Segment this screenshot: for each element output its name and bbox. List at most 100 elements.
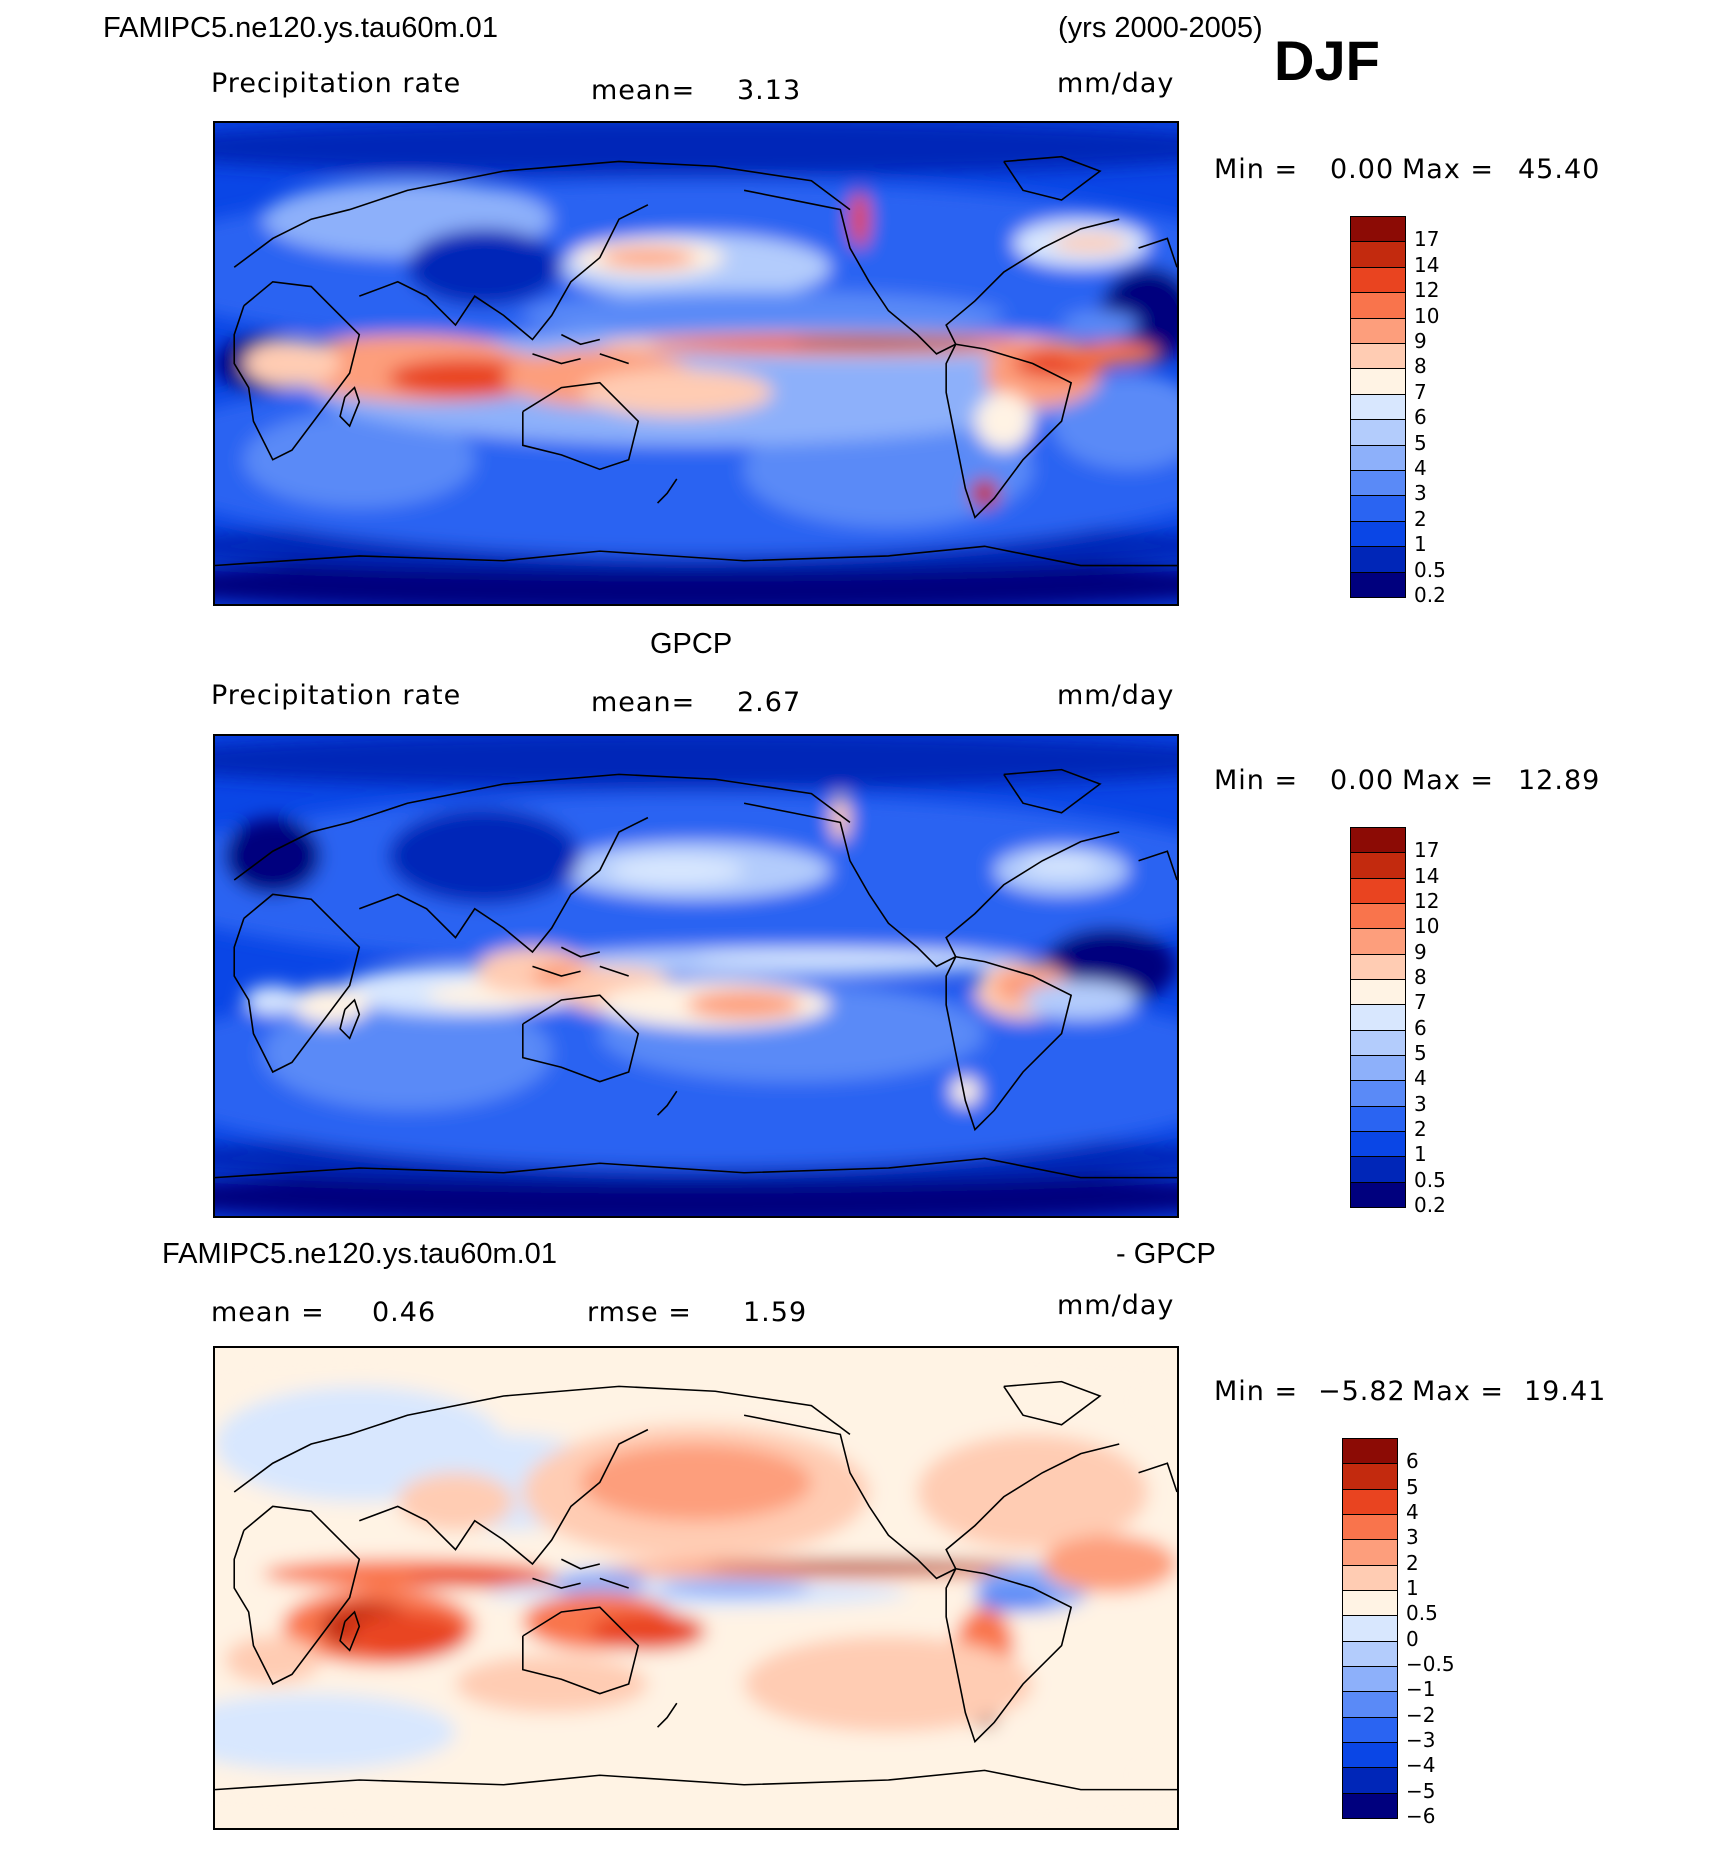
coastline bbox=[359, 1428, 649, 1566]
panel2-mean-label: mean= bbox=[591, 687, 696, 718]
coastline bbox=[233, 773, 851, 881]
coastline bbox=[656, 478, 678, 504]
panel1-mean-value: 3.13 bbox=[737, 75, 802, 106]
coastline bbox=[656, 1702, 678, 1728]
colorbar-tick-label: 3 bbox=[1414, 1091, 1427, 1116]
colorbar-tick-label: 4 bbox=[1414, 1066, 1427, 1091]
field-blob bbox=[830, 793, 850, 842]
colorbar-tick-label: 1 bbox=[1406, 1576, 1419, 1600]
field-blob bbox=[580, 1444, 812, 1521]
colorbar-swatch bbox=[1342, 1488, 1398, 1515]
colorbar-tick-label: 9 bbox=[1414, 329, 1427, 353]
colorbar-swatch bbox=[1350, 1055, 1406, 1082]
colorbar-swatch bbox=[1350, 1080, 1406, 1107]
field-blob bbox=[522, 291, 1004, 340]
colorbar-tick-label: 3 bbox=[1414, 481, 1427, 506]
field-blob bbox=[950, 1076, 980, 1106]
colorbar-tick-label: −4 bbox=[1406, 1753, 1436, 1778]
panel1-units: mm/day bbox=[1057, 68, 1175, 99]
field-blob bbox=[1100, 267, 1177, 364]
colorbar-tick-label: 5 bbox=[1414, 430, 1427, 455]
panel2-variable-label: Precipitation rate bbox=[211, 680, 462, 711]
coastline bbox=[945, 955, 1073, 1132]
colorbar-swatch bbox=[1350, 444, 1406, 471]
panel2-min-value: 0.00 bbox=[1330, 765, 1395, 796]
field-blob bbox=[744, 1636, 1033, 1732]
colorbar-tick-label: 0.2 bbox=[1414, 583, 1446, 607]
coastline bbox=[599, 965, 629, 977]
colorbar-swatch bbox=[1342, 1438, 1398, 1465]
colorbar-swatch bbox=[1350, 1131, 1406, 1158]
colorbar-tick-label: 6 bbox=[1406, 1449, 1419, 1474]
colorbar-tick-label: 0.2 bbox=[1414, 1193, 1446, 1217]
colorbar-swatch bbox=[1350, 368, 1406, 395]
field-blob bbox=[215, 123, 1177, 176]
coastline bbox=[339, 998, 361, 1040]
field-blob bbox=[224, 817, 321, 895]
field-blob bbox=[349, 1612, 466, 1660]
colorbar-tick-label: −3 bbox=[1406, 1728, 1436, 1752]
colorbar-swatch bbox=[1350, 1156, 1406, 1183]
field-blob bbox=[215, 1765, 1177, 1828]
colorbar-tick-label: 4 bbox=[1414, 456, 1427, 480]
colorbar-tick-label: 5 bbox=[1414, 1041, 1427, 1065]
coastline bbox=[945, 343, 1073, 519]
coastline bbox=[522, 994, 640, 1083]
field-blob bbox=[407, 1568, 562, 1588]
colorbar-tick-label: 3 bbox=[1406, 1525, 1419, 1550]
coastline bbox=[1138, 1462, 1177, 1493]
colorbar-swatch bbox=[1350, 1181, 1406, 1208]
field-blob bbox=[455, 1655, 648, 1713]
colorbar-tick-label: −5 bbox=[1406, 1778, 1436, 1803]
field-blob bbox=[263, 995, 552, 1111]
panel3-rmse-value: 1.59 bbox=[743, 1297, 808, 1328]
coastline bbox=[233, 1385, 851, 1493]
coastline bbox=[743, 1414, 957, 1580]
colorbar-tick-label: 6 bbox=[1414, 1015, 1427, 1040]
colorbar-swatch bbox=[1350, 470, 1406, 497]
panel1-max-value: 45.40 bbox=[1518, 154, 1601, 185]
colorbar-swatch bbox=[1350, 1105, 1406, 1132]
colorbar-swatch bbox=[1350, 216, 1406, 243]
field-blob bbox=[975, 1583, 1052, 1612]
field-blob bbox=[1051, 373, 1177, 470]
field-blob bbox=[696, 949, 985, 964]
coastline bbox=[532, 353, 581, 365]
field-blob bbox=[590, 1612, 706, 1651]
colorbar-tick-label: 8 bbox=[1414, 965, 1427, 989]
field-blob bbox=[215, 1348, 1177, 1411]
panel3-colorbar: 6 5 4 3 2 1 0.5 0 −0.5 −1 −2 −3 −4 −5 −6 bbox=[1342, 1438, 1482, 1828]
colorbar-swatch bbox=[1350, 546, 1406, 573]
panel1-mean-label: mean= bbox=[591, 75, 696, 106]
coastline bbox=[945, 831, 1120, 958]
field-blob bbox=[407, 228, 562, 306]
panel2-units: mm/day bbox=[1057, 680, 1175, 711]
field-blob bbox=[388, 808, 581, 904]
colorbar-swatch bbox=[1342, 1514, 1398, 1541]
coastline-group bbox=[215, 768, 1177, 1179]
colorbar-tick-label: 14 bbox=[1414, 252, 1440, 277]
colorbar-swatch bbox=[1350, 419, 1406, 446]
colorbar-tick-label: 17 bbox=[1414, 838, 1440, 863]
coastline bbox=[339, 386, 361, 428]
coastline bbox=[743, 189, 957, 355]
coastline bbox=[1138, 237, 1177, 268]
colorbar-swatch bbox=[1342, 1463, 1398, 1490]
field-blob bbox=[397, 1472, 514, 1531]
coastline bbox=[945, 1443, 1120, 1570]
panel3-map-svg bbox=[215, 1348, 1177, 1828]
coastline bbox=[1003, 1380, 1102, 1426]
colorbar-tick-label: 5 bbox=[1406, 1474, 1419, 1499]
coastline bbox=[233, 893, 361, 1074]
colorbar-swatch bbox=[1350, 953, 1406, 980]
panel2-colorbar: 17 14 12 10 9 8 7 6 5 4 3 2 1 0.5 0.2 bbox=[1350, 827, 1480, 1217]
colorbar-tick-label: −6 bbox=[1406, 1804, 1436, 1828]
colorbar-tick-label: −0.5 bbox=[1406, 1652, 1455, 1676]
panel3-max-value: 19.41 bbox=[1524, 1376, 1607, 1407]
field-blob bbox=[291, 985, 369, 1024]
field-blob bbox=[609, 856, 745, 885]
panel3-mean-label: mean = bbox=[211, 1297, 325, 1328]
coastline bbox=[743, 802, 957, 968]
coastline bbox=[215, 545, 1177, 567]
field-blob bbox=[215, 1693, 456, 1771]
